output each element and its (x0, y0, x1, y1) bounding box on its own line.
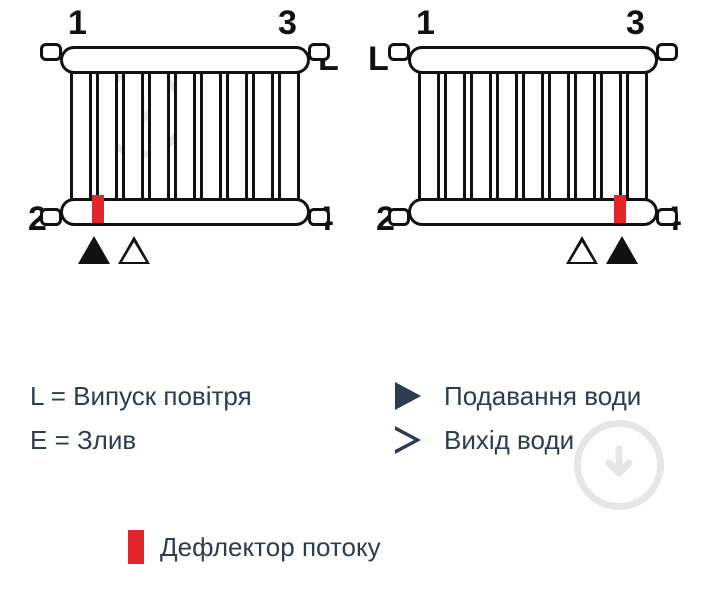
port-label-3: 3 (278, 4, 297, 43)
radiator-body (408, 46, 658, 226)
legend-drain: E = Злив (30, 418, 390, 462)
port-label-1: 1 (416, 4, 435, 43)
outlet-arrow-icon (390, 426, 426, 454)
air-vent-label: L (368, 40, 389, 79)
radiator-manifold-top (60, 46, 310, 74)
legend-supply: Подавання води (444, 374, 641, 418)
radiator-right: 1 3 2 4 L (368, 8, 698, 288)
port-knob (656, 43, 678, 61)
radiator-body (60, 46, 310, 226)
port-knob (656, 208, 678, 226)
outlet-arrow-icon (566, 236, 598, 264)
port-label-1: 1 (68, 4, 87, 43)
port-knob (388, 43, 410, 61)
port-knob (40, 43, 62, 61)
flow-arrows (566, 236, 638, 264)
port-knob (308, 43, 330, 61)
port-label-3: 3 (626, 4, 645, 43)
legend: L = Випуск повітря Подавання води E = Зл… (30, 374, 688, 462)
diagrams-row: 1 3 2 4 L 1 3 2 4 (0, 0, 718, 288)
deflector-swatch (128, 530, 144, 564)
legend-deflector: Дефлектор потоку (160, 532, 381, 563)
flow-deflector (614, 195, 626, 223)
radiator-columns (418, 58, 648, 214)
outlet-arrow-icon (118, 236, 150, 264)
legend-deflector-row: Дефлектор потоку (128, 530, 381, 564)
radiator-manifold-top (408, 46, 658, 74)
legend-outlet: Вихід води (444, 418, 574, 462)
port-knob (308, 208, 330, 226)
supply-arrow-icon (78, 236, 110, 264)
supply-arrow-icon (390, 382, 426, 410)
flow-arrows (78, 236, 150, 264)
supply-arrow-icon (606, 236, 638, 264)
flow-deflector (92, 195, 104, 223)
port-knob (388, 208, 410, 226)
port-knob (40, 208, 62, 226)
legend-air-vent: L = Випуск повітря (30, 374, 390, 418)
radiator-columns (70, 58, 300, 214)
radiator-left: 1 3 2 4 L (20, 8, 350, 288)
